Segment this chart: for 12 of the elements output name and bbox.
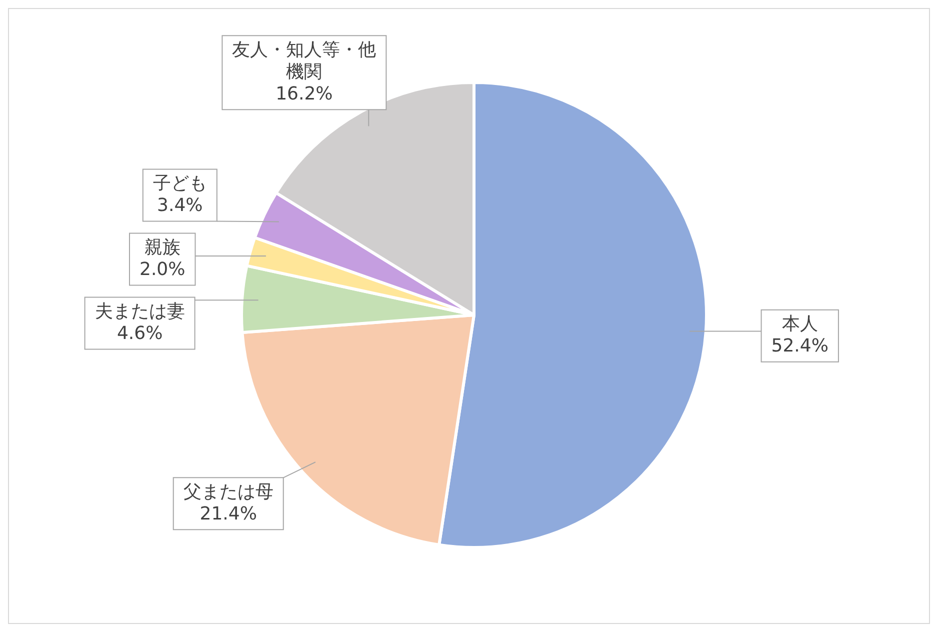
data-label: 16.2% xyxy=(276,83,333,104)
slice-label: 親族 xyxy=(144,236,180,258)
slice-label: 子ども xyxy=(152,172,207,194)
slice-label: 友人・知人等・他機関 xyxy=(232,39,376,82)
data-label: 21.4% xyxy=(200,503,257,524)
slice-label: 本人 xyxy=(782,314,818,335)
slice-label: 父または母 xyxy=(183,481,274,502)
slice-label: 夫または妻 xyxy=(94,300,185,322)
data-label: 4.6% xyxy=(116,322,163,344)
data-label: 3.4% xyxy=(157,194,203,216)
data-label: 2.0% xyxy=(140,258,186,280)
data-label: 52.4% xyxy=(771,336,828,357)
